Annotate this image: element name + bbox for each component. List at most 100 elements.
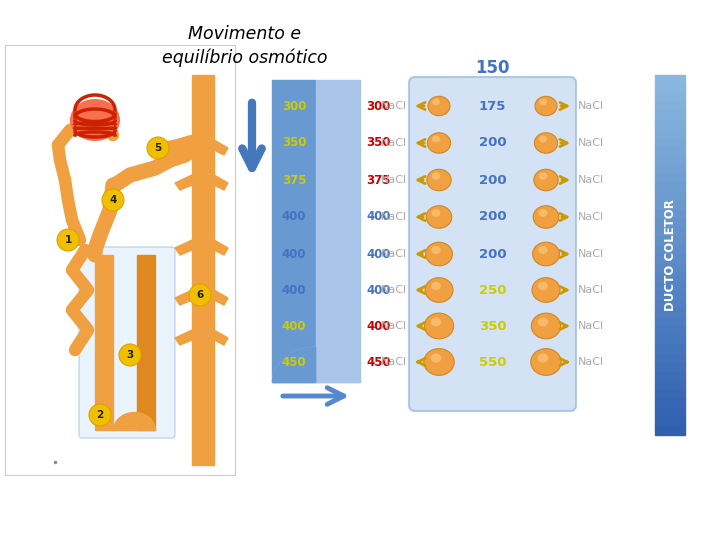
Bar [655,408,685,417]
Bar [655,354,685,363]
Bar [655,75,685,84]
Ellipse shape [431,246,441,254]
Ellipse shape [539,172,547,180]
Text: 350: 350 [282,137,306,150]
Ellipse shape [538,282,548,290]
Polygon shape [214,330,228,345]
Bar [655,264,685,273]
Ellipse shape [431,354,441,362]
Text: NaCl: NaCl [578,285,604,295]
Bar [655,210,685,219]
Circle shape [189,284,211,306]
Bar [655,281,685,291]
Bar [655,335,685,345]
Ellipse shape [534,206,559,228]
Text: 2: 2 [96,410,104,420]
Bar [655,372,685,381]
Bar [655,399,685,408]
Bar [655,111,685,120]
Ellipse shape [432,99,440,105]
Bar [655,138,685,147]
Ellipse shape [431,282,441,290]
Polygon shape [175,290,192,305]
Text: NaCl: NaCl [578,138,604,148]
Bar [655,345,685,354]
Text: 400: 400 [282,320,306,333]
Bar [137,255,155,430]
Bar [655,381,685,390]
Ellipse shape [431,209,441,217]
Ellipse shape [428,133,451,153]
Ellipse shape [532,278,560,302]
Bar [655,416,685,426]
Text: 200: 200 [479,247,506,260]
Text: 200: 200 [479,137,506,150]
Bar [316,80,360,382]
Text: 5: 5 [154,143,161,153]
Bar [655,389,685,399]
Text: NaCl: NaCl [578,175,604,185]
FancyBboxPatch shape [409,77,576,411]
Text: 400: 400 [366,247,390,260]
Ellipse shape [431,318,441,326]
Ellipse shape [432,172,440,180]
Polygon shape [214,290,228,305]
Bar [655,192,685,201]
Bar [655,308,685,318]
Text: 200: 200 [479,173,506,186]
Text: NaCl: NaCl [381,101,407,111]
Text: 350: 350 [479,320,506,333]
FancyBboxPatch shape [79,247,175,438]
Polygon shape [175,240,192,255]
Bar [272,80,316,382]
Bar [655,84,685,93]
Text: 375: 375 [366,173,390,186]
Text: NaCl: NaCl [381,321,407,331]
Text: 450: 450 [282,355,306,368]
Ellipse shape [538,318,548,326]
Circle shape [102,189,124,211]
Text: 375: 375 [282,173,306,186]
Ellipse shape [426,206,452,228]
Bar [655,165,685,174]
Bar [655,291,685,300]
Text: 400: 400 [282,211,306,224]
Bar [655,92,685,102]
Text: 3: 3 [127,350,134,360]
Ellipse shape [70,99,120,141]
Text: 1: 1 [64,235,71,245]
Bar [655,183,685,192]
Circle shape [57,229,79,251]
Polygon shape [175,175,192,190]
Ellipse shape [426,242,452,266]
Text: NaCl: NaCl [381,138,407,148]
Text: 6: 6 [197,290,204,300]
Text: NaCl: NaCl [578,357,604,367]
Text: 450: 450 [366,355,391,368]
Circle shape [89,404,111,426]
Text: NaCl: NaCl [381,175,407,185]
Ellipse shape [539,99,547,105]
Text: 400: 400 [366,211,390,224]
Text: 400: 400 [366,284,390,296]
Ellipse shape [538,354,549,362]
Circle shape [119,344,141,366]
Bar [655,246,685,255]
Text: 175: 175 [479,99,506,112]
Ellipse shape [534,169,558,191]
Bar [655,219,685,228]
Text: NaCl: NaCl [381,285,407,295]
Ellipse shape [533,242,559,266]
Bar [655,327,685,336]
Text: NaCl: NaCl [381,212,407,222]
Bar [192,75,214,465]
Text: 550: 550 [479,355,506,368]
Bar [655,254,685,264]
Text: 200: 200 [479,211,506,224]
Bar [655,173,685,183]
Text: NaCl: NaCl [578,249,604,259]
Polygon shape [214,140,228,155]
Bar [95,255,113,430]
Text: 250: 250 [479,284,506,296]
Ellipse shape [539,136,547,143]
